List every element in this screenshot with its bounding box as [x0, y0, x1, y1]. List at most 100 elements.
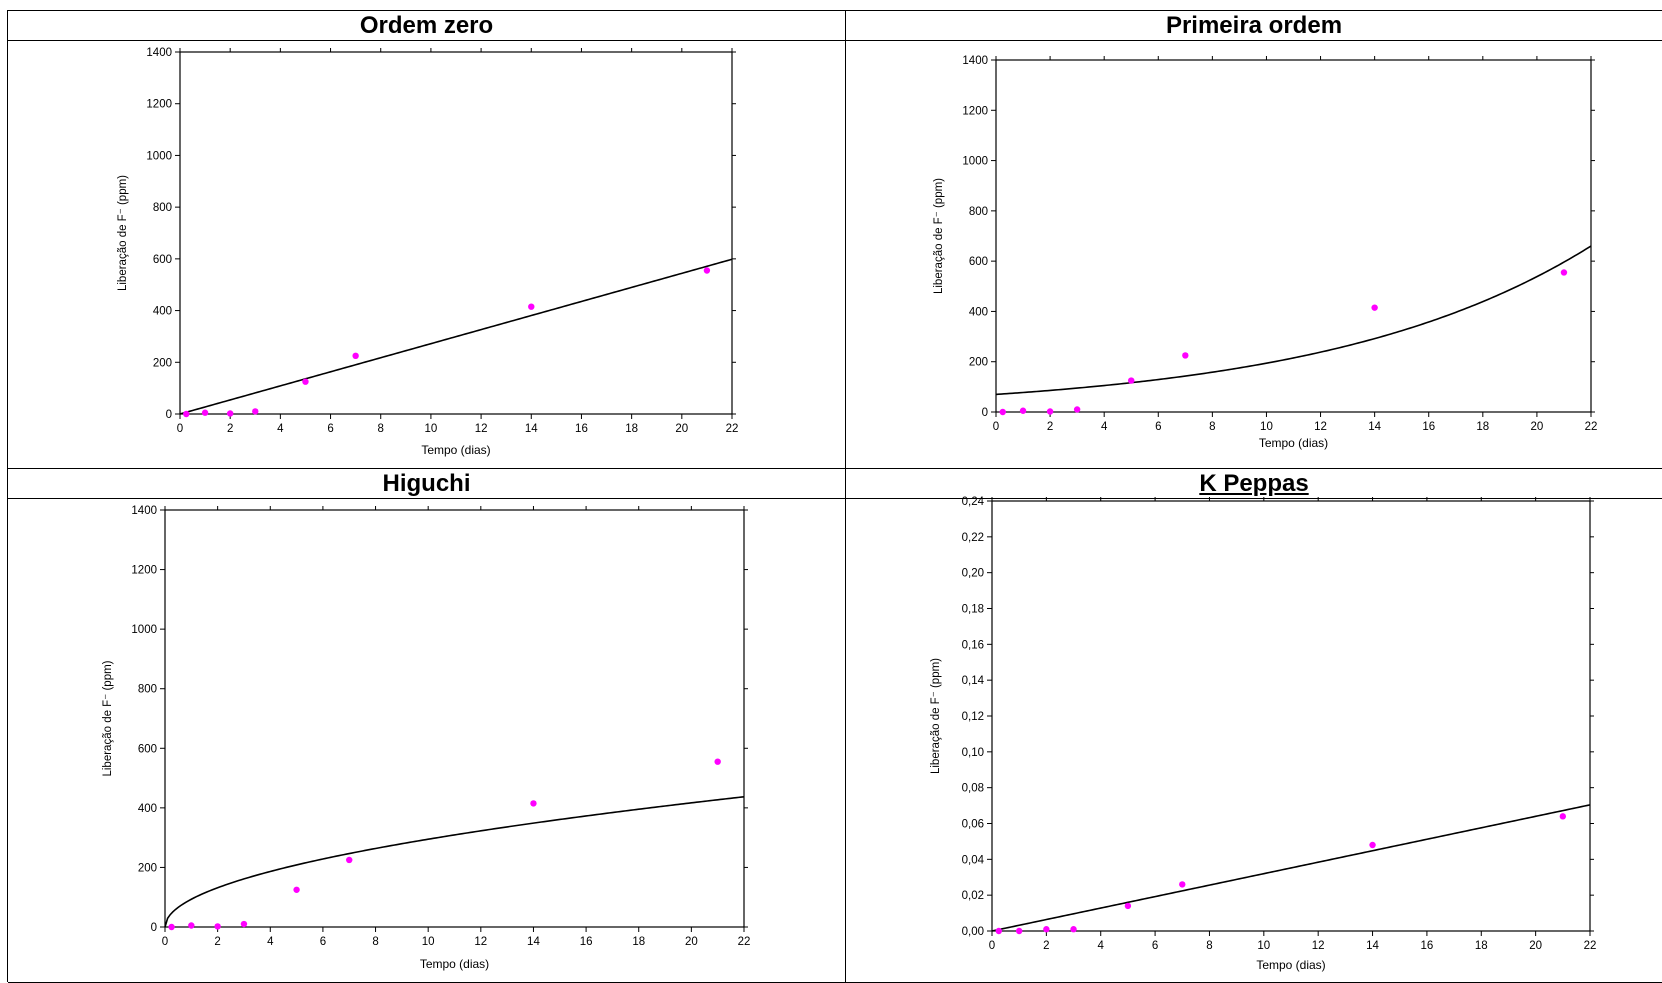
k-peppas-chart: 0 2 4 6 8 10 12 14 16 18 20 22 0,00 0,02 0,04 0,06 0,08 0…: [930, 496, 1596, 972]
x-tick-label: 4: [1098, 940, 1105, 952]
x-tick-label: 16: [575, 423, 588, 435]
y-tick-label: 800: [969, 206, 988, 218]
data-point: [352, 352, 359, 360]
data-point: [1369, 841, 1376, 849]
x-tick-label: 6: [1152, 940, 1158, 952]
y-axis-label: Liberação de F⁻ (ppm): [930, 658, 942, 774]
x-tick-label: 22: [726, 423, 739, 435]
data-point: [530, 800, 537, 807]
x-tick-label: 10: [1257, 940, 1270, 952]
data-point: [1128, 377, 1135, 384]
x-axis-label: Tempo (dias): [420, 957, 489, 971]
y-tick-label: 800: [138, 684, 157, 696]
y-tick-label: 800: [153, 202, 172, 214]
x-tick-label: 14: [525, 423, 538, 435]
panel-title: Ordem zero: [8, 11, 845, 41]
fit-curve: [991, 804, 1591, 932]
y-tick-label: 400: [138, 803, 157, 815]
data-point: [995, 927, 1002, 935]
plot-frame: [164, 509, 745, 928]
x-tick-label: 14: [1366, 940, 1379, 952]
x-tick-label: 2: [227, 423, 233, 435]
y-tick-label: 0: [166, 409, 172, 421]
panel-title: Higuchi: [8, 469, 845, 499]
data-point: [1073, 406, 1081, 413]
x-tick-label: 20: [1529, 940, 1542, 952]
x-tick-label: 16: [1421, 940, 1434, 952]
x-tick-label: 20: [675, 423, 688, 435]
data-point: [1179, 881, 1186, 888]
fit-curve: [164, 795, 745, 928]
data-point: [1559, 813, 1567, 820]
data-point: [1124, 902, 1132, 910]
x-tick-label: 12: [474, 936, 487, 948]
plot-frame: [179, 51, 733, 415]
data-point: [188, 922, 195, 929]
y-tick-label: 400: [153, 306, 172, 318]
x-tick-label: 22: [738, 936, 751, 948]
y-tick-label: 0,16: [962, 639, 984, 651]
y-tick-label: 0,22: [962, 532, 984, 544]
x-tick-label: 16: [1422, 421, 1435, 433]
y-tick-label: 1200: [146, 99, 172, 111]
panel-primeira-ordem: Primeira ordem 0 2 4 6 8 10 12 14 16 18 20 22 0 200 40…: [846, 11, 1662, 469]
data-point: [168, 923, 175, 931]
data-point: [703, 267, 711, 274]
panel-title: Primeira ordem: [846, 11, 1662, 41]
data-point: [240, 920, 248, 928]
x-tick-label: 8: [1206, 940, 1212, 952]
x-tick-label: 2: [1047, 421, 1053, 433]
x-tick-label: 14: [1368, 421, 1381, 433]
y-tick-label: 1200: [131, 565, 157, 577]
data-point: [999, 408, 1006, 416]
ordem-zero-chart: 0 2 4 6 8 10 12 14 16 18 20 22 0 200 400 600 800 1000 1200…: [117, 47, 739, 457]
x-tick-label: 18: [625, 423, 638, 435]
x-tick-label: 10: [1260, 421, 1273, 433]
panel-k-peppas: K Peppas 0 2 4 6 8 10 12 14 16 18 20 22 0,00 0,02 0,04…: [846, 469, 1662, 983]
fit-curve: [179, 258, 733, 415]
x-tick-label: 4: [1101, 421, 1108, 433]
x-axis-label: Tempo (dias): [1259, 436, 1328, 450]
y-tick-label: 400: [969, 306, 988, 318]
x-tick-label: 16: [580, 936, 593, 948]
data-point: [293, 886, 300, 893]
data-point: [302, 378, 309, 385]
data-point: [1046, 408, 1054, 415]
x-tick-label: 8: [1209, 421, 1215, 433]
data-point: [183, 410, 190, 418]
x-tick-label: 12: [475, 423, 488, 435]
panel-higuchi: Higuchi 0 2 4 6 8 10 12 14 16 18 20 22 0 200 400 600 800…: [8, 469, 846, 983]
y-tick-label: 1400: [131, 505, 157, 517]
y-axis-label: Liberação de F⁻ (ppm): [933, 178, 945, 294]
panel-ordem-zero: Ordem zero 0 2 4 6 8 10 12 14 16 18 20 22 0 200 400 600…: [8, 11, 846, 469]
y-tick-label: 0,14: [962, 675, 985, 687]
x-tick-label: 18: [632, 936, 645, 948]
x-tick-label: 4: [267, 936, 274, 948]
data-point: [201, 409, 209, 416]
y-tick-label: 0,10: [962, 747, 984, 759]
x-tick-label: 6: [320, 936, 326, 948]
y-axis-label: Liberação de F⁻ (ppm): [117, 175, 129, 291]
y-tick-label: 0,18: [962, 604, 984, 616]
data-point: [1019, 407, 1027, 414]
x-tick-label: 20: [685, 936, 698, 948]
data-point: [1560, 269, 1568, 276]
y-tick-label: 600: [153, 254, 172, 266]
y-tick-label: 0,20: [962, 568, 984, 580]
y-tick-label: 600: [138, 743, 157, 755]
x-tick-label: 12: [1312, 940, 1325, 952]
x-tick-label: 2: [214, 936, 220, 948]
data-point: [1070, 926, 1077, 933]
plot-frame: [995, 59, 1592, 413]
fit-curve: [995, 245, 1592, 396]
y-tick-label: 1200: [962, 105, 988, 117]
x-tick-label: 10: [425, 423, 438, 435]
x-tick-label: 6: [327, 423, 333, 435]
data-point: [1043, 926, 1050, 933]
y-axis-label: Liberação de F⁻ (ppm): [102, 660, 114, 776]
x-axis-label: Tempo (dias): [1256, 958, 1325, 972]
y-tick-label: 1400: [962, 55, 988, 67]
y-tick-label: 0,08: [962, 783, 984, 795]
y-tick-label: 1400: [146, 47, 172, 59]
data-point: [1182, 352, 1189, 359]
